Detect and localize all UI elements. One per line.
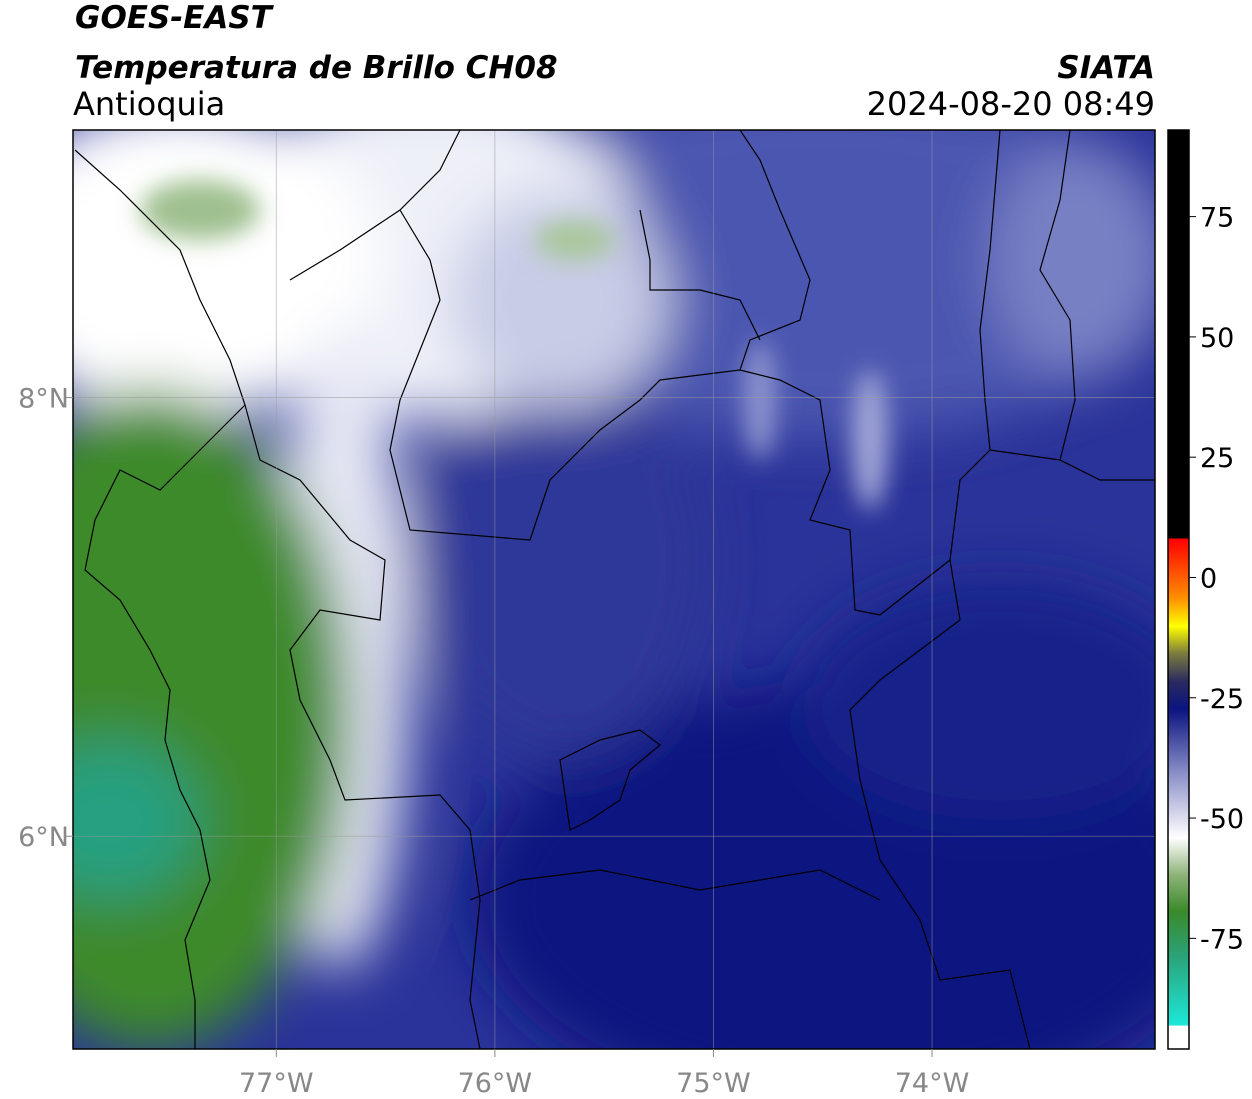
- colorbar-tick-label: 75: [1200, 203, 1234, 234]
- x-tick-label: 75°W: [676, 1068, 751, 1099]
- colorbar-tick-label: 25: [1200, 443, 1234, 474]
- colorbar-tick-label: -50: [1200, 804, 1244, 835]
- map-frame: [72, 129, 1156, 1050]
- x-tick-label: 76°W: [458, 1068, 533, 1099]
- colorbar-tick-label: 50: [1200, 323, 1234, 354]
- subtitle: Temperatura de Brillo CH08: [75, 50, 558, 86]
- title: GOES-EAST: [75, 0, 275, 36]
- boundaries: [74, 130, 1155, 1049]
- colorbar: [1167, 129, 1190, 1050]
- x-tick-label: 74°W: [895, 1068, 970, 1099]
- source: SIATA: [1057, 50, 1155, 86]
- colorbar-tick-label: 0: [1200, 563, 1217, 594]
- x-tick-label: 77°W: [239, 1068, 314, 1099]
- y-tick-label: 8°N: [18, 384, 69, 415]
- colorbar-tick-label: -25: [1200, 684, 1244, 715]
- colorbar-tick-label: -75: [1200, 924, 1244, 955]
- region: Antioquia: [73, 85, 225, 123]
- datetime: 2024-08-20 08:49: [867, 85, 1155, 123]
- grid: [73, 130, 1155, 1049]
- y-tick-label: 6°N: [18, 822, 69, 853]
- map-image: [73, 130, 1155, 1049]
